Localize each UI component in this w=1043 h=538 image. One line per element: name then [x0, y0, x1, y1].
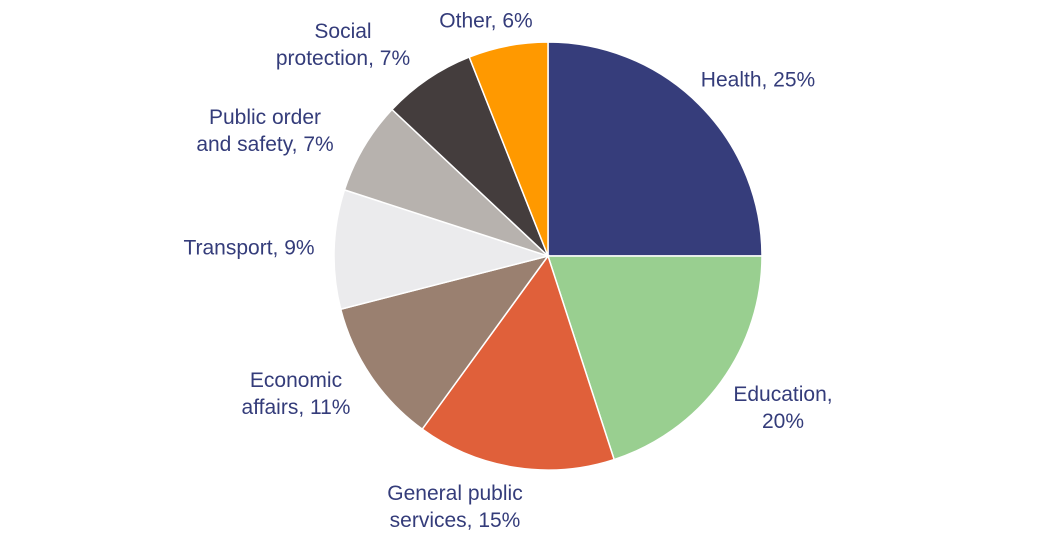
pie-label-line: Economic: [250, 369, 342, 392]
pie-label-education: Education, 20%: [733, 383, 832, 433]
pie-label-general-public-services: General public services, 15%: [387, 482, 522, 532]
pie-label-line: Education,: [733, 383, 832, 406]
pie-label-line: protection, 7%: [276, 47, 410, 70]
pie-label-transport: Transport, 9%: [183, 237, 314, 260]
pie-slice-health: [547, 41, 763, 257]
pie-label-line: Other, 6%: [439, 10, 532, 33]
pie-label-line: Public order: [209, 106, 321, 129]
pie-label-line: Social: [314, 20, 371, 43]
pie-slice-transport: [333, 188, 551, 311]
pie-label-line: 20%: [762, 410, 804, 433]
pie-slice-general-public-services: [421, 254, 616, 471]
pie-slice-other: [468, 41, 549, 257]
pie-slices: [333, 41, 763, 471]
pie-label-economic-affairs: Economic affairs, 11%: [242, 369, 351, 419]
pie-label-line: General public: [387, 482, 522, 505]
pie-label-other: Other, 6%: [439, 10, 532, 33]
pie-label-line: affairs, 11%: [242, 396, 351, 419]
pie-label-line: Transport, 9%: [183, 237, 314, 260]
pie-label-public-order-and-safety: Public order and safety, 7%: [196, 106, 333, 156]
pie-label-line: services, 15%: [390, 509, 521, 532]
pie-slice-economic-affairs: [339, 254, 550, 431]
pie-labels: Health, 25% Education, 20% General public se…: [183, 10, 832, 533]
pie-label-health: Health, 25%: [701, 69, 815, 92]
pie-label-line: and safety, 7%: [196, 133, 333, 156]
pie-label-social-protection: Social protection, 7%: [276, 20, 410, 70]
pie-slice-education: [546, 255, 763, 461]
pie-label-line: Health, 25%: [701, 69, 815, 92]
